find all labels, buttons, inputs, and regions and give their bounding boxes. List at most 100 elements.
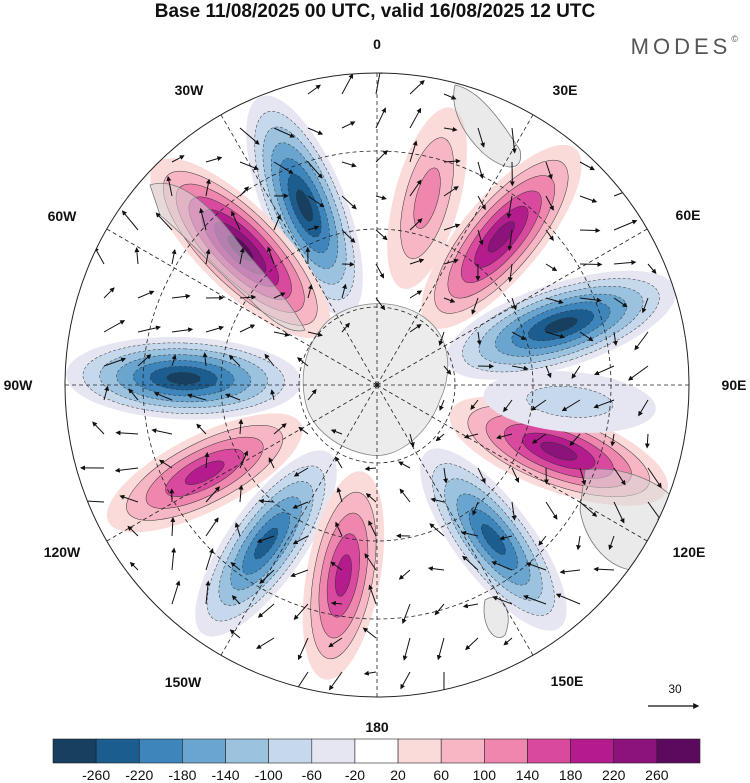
wind-arrow	[530, 399, 547, 411]
wind-arrow	[103, 385, 109, 401]
wind-arrow	[492, 595, 513, 605]
wind-arrow	[511, 127, 517, 154]
wind-arrow	[103, 357, 127, 367]
wind-arrow	[409, 258, 425, 265]
wind-arrow	[613, 259, 637, 265]
contour-level	[184, 460, 225, 485]
wind-arrow	[270, 389, 276, 401]
contour-level	[335, 554, 352, 597]
wind-arrow	[571, 365, 581, 379]
meridian-line	[376, 228, 648, 386]
wind-arrow	[273, 292, 286, 299]
wind-arrow	[238, 418, 244, 435]
negative-anomaly-lobe	[446, 270, 676, 380]
wind-arrow	[612, 331, 618, 347]
wind-arrow	[205, 517, 219, 537]
wind-arrow	[375, 195, 387, 201]
wind-arrow	[429, 523, 445, 537]
wind-arrow	[511, 331, 527, 340]
wind-arrow	[368, 520, 377, 537]
wind-arrow	[231, 210, 241, 231]
wind-arrow	[434, 603, 445, 616]
wind-arrow	[579, 161, 595, 171]
wind-arrow	[477, 195, 486, 211]
wind-arrow	[477, 127, 485, 148]
contour-level	[295, 189, 314, 222]
colorbar-swatch	[95, 738, 140, 764]
wind-arrow	[613, 297, 628, 308]
wind-arrow	[470, 399, 479, 410]
meridian-line	[376, 384, 534, 656]
wind-arrow	[409, 324, 422, 333]
wind-arrow	[471, 297, 479, 315]
wind-arrow	[430, 497, 445, 503]
wind-arrow	[199, 207, 207, 231]
contour-level	[540, 441, 578, 461]
wind-arrow	[259, 569, 275, 584]
wind-arrow	[545, 229, 554, 241]
wind-arrow	[507, 229, 513, 252]
contour-level	[487, 221, 515, 253]
wind-arrow	[579, 467, 587, 486]
wind-arrow	[290, 569, 309, 578]
wind-arrow	[268, 457, 275, 469]
wind-arrow	[375, 229, 388, 241]
wind-arrow	[307, 161, 323, 179]
wind-arrow	[561, 399, 581, 412]
wind-arrow	[375, 263, 385, 279]
wind-arrow	[137, 290, 155, 299]
wind-arrow	[127, 525, 139, 537]
colorbar-tick-label: -20	[345, 767, 365, 783]
wind-arrow	[171, 155, 185, 163]
wind-arrow	[435, 433, 445, 442]
wind-arrow	[231, 595, 241, 605]
wind-arrow	[341, 322, 350, 333]
wind-arrow	[409, 107, 422, 129]
wind-arrow	[238, 484, 244, 503]
wind-arrow	[511, 467, 520, 483]
wind-arrow	[613, 467, 626, 486]
contour-level	[480, 524, 506, 555]
wind-arrow	[229, 629, 241, 639]
wind-arrow	[234, 522, 241, 537]
meridian-line	[376, 114, 534, 386]
wind-arrow	[341, 161, 357, 168]
colorbar-tick-label: 140	[516, 767, 540, 783]
wind-arrow	[443, 258, 459, 265]
wind-arrow	[335, 521, 343, 537]
wind-arrow	[307, 284, 313, 299]
south-pole-marker	[375, 383, 379, 387]
wind-arrow	[341, 73, 354, 95]
wind-arrow	[256, 637, 275, 649]
wind-arrow	[399, 488, 411, 503]
wind-arrow	[511, 297, 517, 311]
colorbar-tick-label: 180	[559, 767, 583, 783]
wind-arrow	[334, 456, 343, 469]
wind-arrow	[613, 501, 625, 524]
wind-arrow	[228, 354, 241, 367]
wind-arrow	[307, 225, 320, 231]
colorbar-swatch	[656, 738, 701, 764]
wind-arrow	[121, 210, 139, 231]
wind-arrow	[443, 297, 456, 303]
wind-arrow	[307, 84, 321, 95]
wind-arrow	[171, 327, 194, 333]
wind-arrow	[307, 127, 324, 135]
lon-label-180: 180	[365, 719, 389, 735]
wind-arrow	[230, 561, 241, 571]
wind-arrow	[171, 580, 181, 605]
colorbar-swatch	[440, 738, 485, 764]
wind-arrow	[273, 214, 281, 231]
wind-arrow	[491, 561, 513, 571]
wind-arrow	[341, 121, 356, 129]
positive-anomaly-lobe	[106, 413, 303, 533]
wind-arrow	[119, 494, 139, 503]
meridian-line	[220, 384, 378, 656]
graticule	[65, 73, 689, 697]
wind-arrow	[593, 399, 615, 409]
wind-arrow	[409, 218, 423, 231]
wind-arrow	[264, 353, 275, 367]
wind-arrow	[225, 393, 241, 401]
wind-arrow	[460, 530, 479, 537]
